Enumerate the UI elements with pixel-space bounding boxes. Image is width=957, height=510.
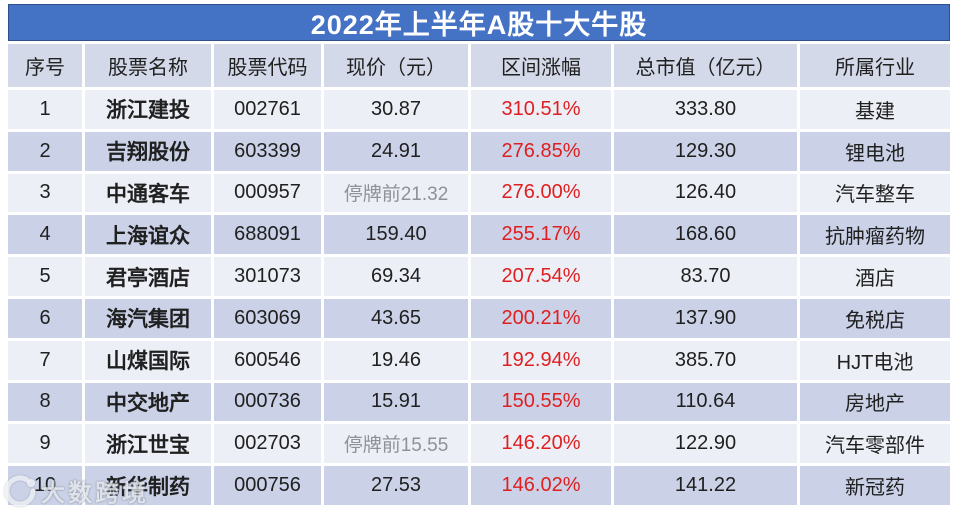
cell-rank: 10 xyxy=(8,466,82,505)
cell-market-cap: 141.22 xyxy=(614,466,797,505)
cell-industry: 免税店 xyxy=(800,298,950,338)
cell-industry: HJT电池 xyxy=(800,340,950,380)
cell-change: 276.85% xyxy=(471,131,611,171)
cell-price: 69.34 xyxy=(324,257,468,296)
cell-rank: 7 xyxy=(8,340,82,380)
cell-industry: 抗肿瘤药物 xyxy=(800,215,950,255)
cell-price: 停牌前21.32 xyxy=(324,173,468,213)
cell-industry: 房地产 xyxy=(800,382,950,422)
cell-market-cap: 129.30 xyxy=(614,131,797,171)
cell-stock-code: 002761 xyxy=(214,90,321,129)
column-header-price: 现价（元） xyxy=(324,44,468,87)
cell-change: 200.21% xyxy=(471,298,611,338)
cell-stock-name: 上海谊众 xyxy=(85,215,211,255)
cell-stock-name: 中通客车 xyxy=(85,173,211,213)
cell-stock-name: 山煤国际 xyxy=(85,340,211,380)
cell-industry: 新冠药 xyxy=(800,466,950,505)
cell-stock-code: 002703 xyxy=(214,424,321,464)
cell-stock-name: 浙江建投 xyxy=(85,90,211,129)
cell-market-cap: 83.70 xyxy=(614,257,797,296)
cell-rank: 1 xyxy=(8,90,82,129)
cell-industry: 酒店 xyxy=(800,257,950,296)
cell-stock-code: 600546 xyxy=(214,340,321,380)
cell-market-cap: 333.80 xyxy=(614,90,797,129)
cell-stock-code: 000957 xyxy=(214,173,321,213)
cell-stock-code: 000756 xyxy=(214,466,321,505)
cell-stock-name: 海汽集团 xyxy=(85,298,211,338)
cell-stock-code: 301073 xyxy=(214,257,321,296)
cell-rank: 8 xyxy=(8,382,82,422)
cell-change: 276.00% xyxy=(471,173,611,213)
cell-rank: 3 xyxy=(8,173,82,213)
cell-stock-name: 吉翔股份 xyxy=(85,131,211,171)
cell-change: 207.54% xyxy=(471,257,611,296)
cell-change: 192.94% xyxy=(471,340,611,380)
cell-stock-name: 中交地产 xyxy=(85,382,211,422)
cell-rank: 5 xyxy=(8,257,82,296)
cell-market-cap: 110.64 xyxy=(614,382,797,422)
cell-price: 停牌前15.55 xyxy=(324,424,468,464)
cell-industry: 汽车整车 xyxy=(800,173,950,213)
column-header-industry: 所属行业 xyxy=(800,44,950,87)
cell-change: 255.17% xyxy=(471,215,611,255)
top10-bull-stocks-table: 2022年上半年A股十大牛股 序号 股票名称 股票代码 现价（元） 区间涨幅 总… xyxy=(8,4,950,505)
cell-market-cap: 168.60 xyxy=(614,215,797,255)
column-header-rank: 序号 xyxy=(8,44,82,87)
column-header-stock-name: 股票名称 xyxy=(85,44,211,87)
cell-market-cap: 122.90 xyxy=(614,424,797,464)
cell-change: 150.55% xyxy=(471,382,611,422)
cell-stock-name: 新华制药 xyxy=(85,466,211,505)
cell-price: 159.40 xyxy=(324,215,468,255)
cell-stock-code: 603399 xyxy=(214,131,321,171)
cell-price: 19.46 xyxy=(324,340,468,380)
table-title: 2022年上半年A股十大牛股 xyxy=(8,4,950,41)
cell-change: 310.51% xyxy=(471,90,611,129)
cell-market-cap: 385.70 xyxy=(614,340,797,380)
cell-industry: 汽车零部件 xyxy=(800,424,950,464)
cell-price: 43.65 xyxy=(324,298,468,338)
column-header-change: 区间涨幅 xyxy=(471,44,611,87)
cell-price: 27.53 xyxy=(324,466,468,505)
cell-rank: 2 xyxy=(8,131,82,171)
cell-industry: 锂电池 xyxy=(800,131,950,171)
cell-price: 15.91 xyxy=(324,382,468,422)
cell-market-cap: 126.40 xyxy=(614,173,797,213)
cell-stock-name: 浙江世宝 xyxy=(85,424,211,464)
cell-change: 146.02% xyxy=(471,466,611,505)
cell-stock-code: 688091 xyxy=(214,215,321,255)
cell-market-cap: 137.90 xyxy=(614,298,797,338)
cell-price: 30.87 xyxy=(324,90,468,129)
cell-rank: 6 xyxy=(8,298,82,338)
cell-stock-code: 000736 xyxy=(214,382,321,422)
column-header-market-cap: 总市值（亿元） xyxy=(614,44,797,87)
cell-rank: 4 xyxy=(8,215,82,255)
cell-rank: 9 xyxy=(8,424,82,464)
cell-industry: 基建 xyxy=(800,90,950,129)
cell-price: 24.91 xyxy=(324,131,468,171)
cell-change: 146.20% xyxy=(471,424,611,464)
cell-stock-code: 603069 xyxy=(214,298,321,338)
column-header-stock-code: 股票代码 xyxy=(214,44,321,87)
cell-stock-name: 君亭酒店 xyxy=(85,257,211,296)
